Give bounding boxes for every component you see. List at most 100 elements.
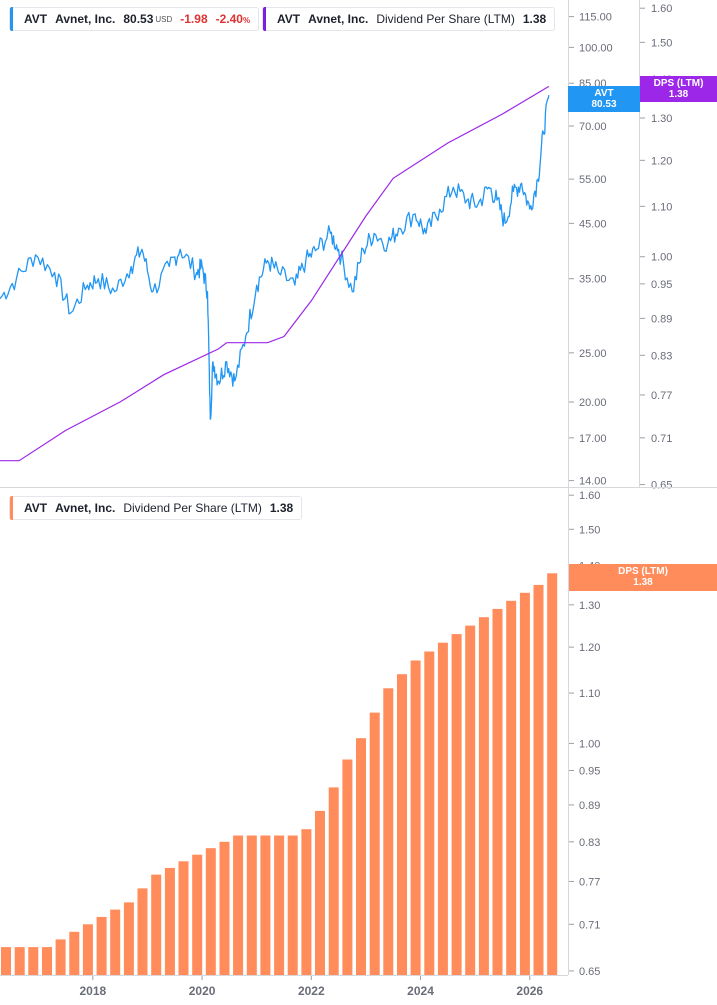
- dps-bar: [342, 759, 353, 975]
- bottom-axis-tick-label: 1.30: [579, 600, 600, 612]
- dps-bar: [205, 848, 216, 975]
- price-tag-dps-top: DPS (LTM) 1.38: [640, 76, 717, 102]
- bottom-axis-tick-label: 1.60: [579, 490, 600, 502]
- dps-bar: [410, 660, 421, 975]
- time-axis-tick-label: 2024: [407, 984, 434, 998]
- price-axis-tick-label: 70.00: [579, 121, 607, 133]
- dps-axis-tick-label: 0.77: [651, 390, 672, 402]
- legend-price-name: Avnet, Inc.: [55, 12, 116, 26]
- series-line-dps: [0, 85, 550, 462]
- legend-dps-top-name: Avnet, Inc.: [308, 12, 369, 26]
- price-tag-dps-bottom-label: DPS (LTM): [618, 566, 668, 577]
- legend-dps-top-metric: Dividend Per Share (LTM): [376, 12, 515, 26]
- legend-dps-bottom-color: [10, 496, 13, 520]
- dps-bar: [178, 861, 189, 975]
- price-axis-tick-label: 17.00: [579, 433, 607, 445]
- price-axis-tick-label: 14.00: [579, 476, 607, 488]
- price-axis-tick-label: 55.00: [579, 174, 607, 186]
- legend-price-ticker: AVT: [24, 12, 48, 26]
- legend-dps-top-color: [263, 7, 266, 31]
- dps-axis-tick-label: 0.65: [651, 480, 672, 492]
- bottom-axis-tick-label: 0.89: [579, 800, 600, 812]
- dps-bar: [55, 939, 66, 975]
- dps-axis-tick-label: 0.71: [651, 433, 672, 445]
- price-tag-avt-value: 80.53: [591, 99, 617, 110]
- bottom-axis-tick-label: 0.71: [579, 919, 600, 931]
- top-price-axis: 115.00100.0085.0070.0055.0045.0035.0025.…: [569, 12, 613, 488]
- legend-price-color: [10, 7, 13, 31]
- dps-bar: [123, 902, 134, 975]
- bottom-axis-tick-label: 0.95: [579, 766, 600, 778]
- dps-axis-tick-label: 1.20: [651, 155, 672, 167]
- dps-bar: [233, 835, 244, 975]
- price-tag-avt: AVT 80.53: [568, 86, 640, 112]
- dps-bar: [274, 835, 285, 975]
- dps-axis-tick-label: 1.00: [651, 252, 672, 264]
- dps-bar: [397, 674, 407, 975]
- bottom-axis-tick-label: 1.20: [579, 642, 600, 654]
- time-axis-tick-label: 2026: [516, 984, 543, 998]
- legend-dps-bottom-name: Avnet, Inc.: [55, 501, 116, 515]
- dps-bar: [451, 634, 462, 975]
- dps-bar: [533, 584, 544, 975]
- dps-bar: [164, 867, 175, 975]
- legend-dps-top[interactable]: AVT Avnet, Inc. Dividend Per Share (LTM)…: [262, 7, 556, 31]
- bottom-axis-tick-label: 1.00: [579, 738, 600, 750]
- dps-bar: [14, 947, 25, 975]
- dps-bar: [369, 712, 380, 975]
- dps-bar: [82, 924, 93, 975]
- dps-bar: [465, 625, 476, 975]
- dps-axis-tick-label: 0.89: [651, 313, 672, 325]
- price-tag-dps-bottom: DPS (LTM) 1.38: [569, 564, 717, 591]
- dps-bar: [246, 835, 257, 975]
- dps-axis-tick-label: 1.50: [651, 37, 672, 49]
- dps-bar: [356, 738, 366, 975]
- dps-bar: [315, 810, 325, 975]
- dps-axis-tick-label: 1.60: [651, 3, 672, 15]
- bottom-bars: [1, 573, 558, 975]
- time-axis: 2018 2020 2022 2024 2026: [79, 976, 543, 998]
- dps-bar: [287, 835, 298, 975]
- dps-bar: [69, 931, 80, 975]
- dps-bar: [151, 874, 162, 975]
- dps-axis-tick-label: 0.83: [651, 350, 672, 362]
- price-axis-tick-label: 45.00: [579, 218, 607, 230]
- time-axis-tick-label: 2018: [79, 984, 106, 998]
- legend-dps-bottom[interactable]: AVT Avnet, Inc. Dividend Per Share (LTM)…: [9, 496, 303, 520]
- legend-price[interactable]: AVT Avnet, Inc. 80.53 USD -1.98 -2.40%: [9, 7, 260, 31]
- legend-price-change-pct-value: -2.40: [215, 12, 243, 26]
- dps-bar: [301, 829, 312, 975]
- dps-bar: [1, 947, 11, 975]
- legend-dps-bottom-metric: Dividend Per Share (LTM): [123, 501, 262, 515]
- price-axis-tick-label: 20.00: [579, 397, 607, 409]
- legend-dps-bottom-value: 1.38: [269, 501, 294, 515]
- legend-price-change-pct-sign: %: [242, 16, 251, 25]
- price-axis-tick-label: 25.00: [579, 348, 607, 360]
- dps-axis-tick-label: 1.30: [651, 113, 672, 125]
- price-tag-dps-bottom-value: 1.38: [633, 577, 653, 588]
- legend-price-change: -1.98: [180, 12, 208, 26]
- dps-bar: [492, 608, 503, 975]
- bottom-axis-tick-label: 1.50: [579, 524, 600, 536]
- bottom-axis-tick-label: 0.83: [579, 837, 600, 849]
- legend-dps-top-ticker: AVT: [277, 12, 301, 26]
- series-line-avt-price: [0, 94, 550, 420]
- legend-dps-bottom-ticker: AVT: [24, 501, 48, 515]
- time-axis-tick-label: 2022: [298, 984, 325, 998]
- dps-bar: [137, 888, 148, 975]
- dps-bar: [28, 947, 39, 975]
- dps-bar: [478, 617, 489, 975]
- dps-bar: [383, 688, 394, 975]
- dps-bar: [437, 642, 448, 975]
- dps-bar: [42, 947, 52, 975]
- dps-bar: [219, 841, 230, 975]
- dps-axis-tick-label: 1.10: [651, 201, 672, 213]
- dps-bar: [96, 916, 107, 975]
- bottom-axis-tick-label: 0.77: [579, 876, 600, 888]
- legend-price-currency: USD: [155, 14, 173, 24]
- price-axis-tick-label: 35.00: [579, 274, 607, 286]
- price-tag-avt-label: AVT: [594, 88, 614, 99]
- top-dps-axis: 1.601.501.401.301.201.101.000.950.890.83…: [640, 3, 672, 492]
- dps-bar: [547, 573, 558, 975]
